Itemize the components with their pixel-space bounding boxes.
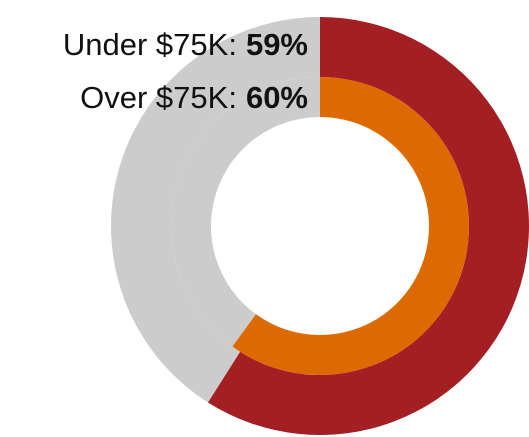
legend-label: Under $75K: 59% [63,27,308,62]
legend-name: Under $75K: [63,27,237,62]
legend-label: Over $75K: 60% [80,80,308,115]
legend-name: Over $75K: [80,80,237,115]
ring-track [111,17,320,403]
ring-segment [208,17,529,435]
ring-segment [232,77,470,375]
legend-value: 59% [246,27,308,62]
ring-track [170,77,320,347]
legend-value: 60% [246,80,308,115]
